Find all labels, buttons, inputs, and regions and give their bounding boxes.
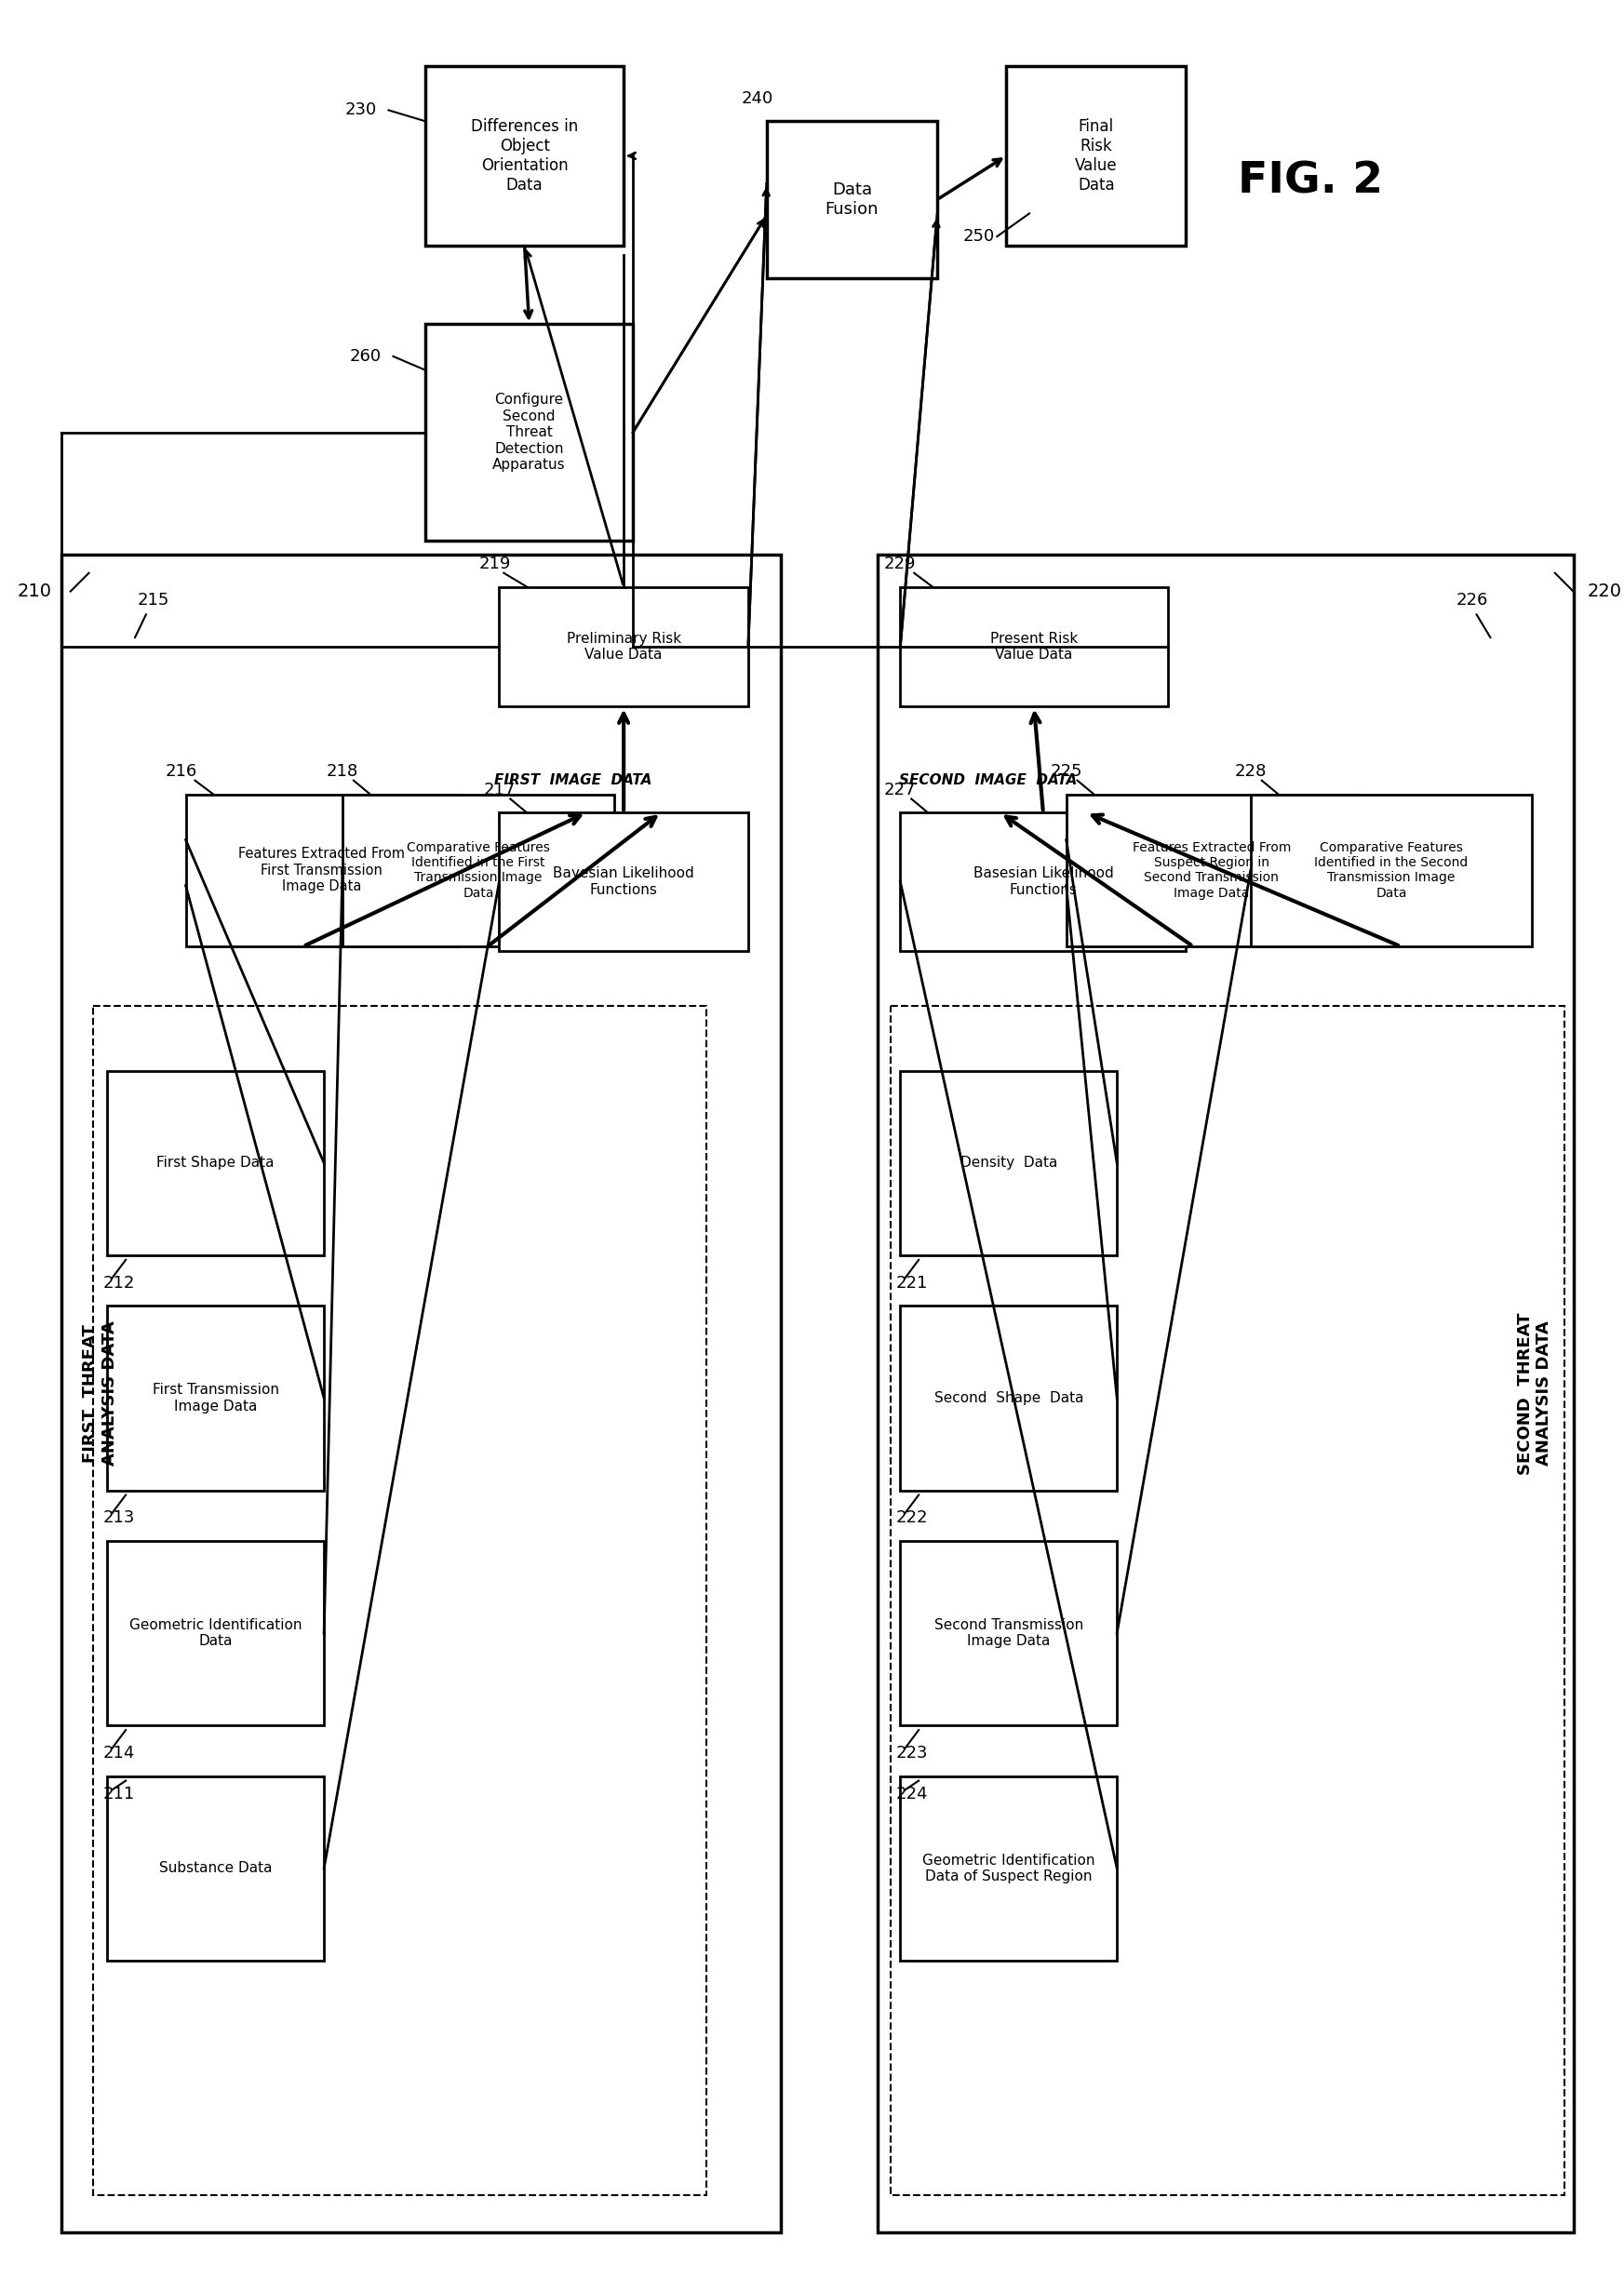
Text: 227: 227 — [883, 781, 916, 797]
Text: Geometric Identification
Data of Suspect Region: Geometric Identification Data of Suspect… — [922, 1853, 1095, 1883]
Bar — [900, 1776, 1117, 1961]
Bar — [425, 323, 633, 541]
Bar — [767, 121, 937, 277]
Bar — [62, 554, 781, 2231]
Text: 230: 230 — [344, 101, 377, 119]
Bar — [892, 1006, 1564, 2195]
Text: 219: 219 — [479, 554, 510, 573]
Bar — [107, 1776, 325, 1961]
Text: 226: 226 — [1457, 593, 1488, 609]
Text: Second  Shape  Data: Second Shape Data — [934, 1391, 1083, 1404]
Text: Present Risk
Value Data: Present Risk Value Data — [991, 632, 1078, 662]
Text: 211: 211 — [102, 1787, 135, 1803]
Text: 215: 215 — [138, 593, 169, 609]
Text: 225: 225 — [1051, 763, 1082, 779]
Text: SECOND  IMAGE  DATA: SECOND IMAGE DATA — [898, 774, 1077, 788]
Text: 240: 240 — [742, 89, 773, 108]
Text: Comparative Features
Identified in the First
Transmission Image
Data: Comparative Features Identified in the F… — [408, 841, 551, 900]
Bar — [900, 1070, 1117, 1255]
Bar — [185, 795, 458, 946]
Bar — [107, 1542, 325, 1725]
Text: 229: 229 — [883, 554, 916, 573]
Text: Basesian Likelihood
Functions: Basesian Likelihood Functions — [973, 866, 1114, 896]
Bar — [499, 813, 749, 951]
Text: Differences in
Object
Orientation
Data: Differences in Object Orientation Data — [471, 119, 578, 192]
Bar — [94, 1006, 706, 2195]
Text: Features Extracted From
First Transmission
Image Data: Features Extracted From First Transmissi… — [239, 848, 404, 893]
Bar — [1250, 795, 1531, 946]
Text: 221: 221 — [896, 1274, 927, 1292]
Bar — [877, 554, 1574, 2231]
Text: Geometric Identification
Data: Geometric Identification Data — [130, 1617, 302, 1647]
Text: 212: 212 — [102, 1274, 135, 1292]
Bar — [107, 1306, 325, 1491]
Text: FIRST  IMAGE  DATA: FIRST IMAGE DATA — [494, 774, 651, 788]
Text: 217: 217 — [484, 781, 515, 797]
Text: 216: 216 — [166, 763, 197, 779]
Bar — [1007, 66, 1186, 245]
Bar — [343, 795, 614, 946]
Text: 210: 210 — [18, 582, 52, 600]
Bar — [107, 1070, 325, 1255]
Bar — [1067, 795, 1356, 946]
Text: FIG. 2: FIG. 2 — [1237, 160, 1384, 202]
Text: 260: 260 — [349, 348, 382, 364]
Text: Density  Data: Density Data — [960, 1157, 1057, 1171]
Text: FIRST  THREAT
ANALYSIS DATA: FIRST THREAT ANALYSIS DATA — [81, 1322, 119, 1466]
Text: 220: 220 — [1587, 582, 1622, 600]
Text: Comparative Features
Identified in the Second
Transmission Image
Data: Comparative Features Identified in the S… — [1314, 841, 1468, 900]
Text: First Transmission
Image Data: First Transmission Image Data — [153, 1384, 279, 1414]
Text: First Shape Data: First Shape Data — [158, 1157, 274, 1171]
Text: Configure
Second
Threat
Detection
Apparatus: Configure Second Threat Detection Appara… — [492, 394, 565, 472]
Text: Bayesian Likelihood
Functions: Bayesian Likelihood Functions — [554, 866, 695, 896]
Text: 228: 228 — [1234, 763, 1267, 779]
Text: 223: 223 — [896, 1746, 927, 1762]
Bar — [499, 586, 749, 706]
Text: 224: 224 — [896, 1787, 927, 1803]
Bar — [900, 1306, 1117, 1491]
Text: Final
Risk
Value
Data: Final Risk Value Data — [1075, 119, 1117, 192]
Text: Substance Data: Substance Data — [159, 1860, 273, 1876]
Text: 213: 213 — [102, 1510, 135, 1526]
Text: Data
Fusion: Data Fusion — [825, 181, 879, 218]
Text: Features Extracted From
Suspect Region in
Second Transmission
Image Data: Features Extracted From Suspect Region i… — [1132, 841, 1291, 900]
Text: SECOND  THREAT
ANALYSIS DATA: SECOND THREAT ANALYSIS DATA — [1517, 1313, 1553, 1475]
Text: 250: 250 — [963, 229, 994, 245]
Bar — [900, 813, 1186, 951]
Text: 218: 218 — [326, 763, 359, 779]
Text: Second Transmission
Image Data: Second Transmission Image Data — [934, 1617, 1083, 1647]
Bar — [900, 586, 1168, 706]
Text: 214: 214 — [102, 1746, 135, 1762]
Bar — [425, 66, 624, 245]
Bar — [900, 1542, 1117, 1725]
Text: Preliminary Risk
Value Data: Preliminary Risk Value Data — [567, 632, 680, 662]
Text: 222: 222 — [896, 1510, 927, 1526]
